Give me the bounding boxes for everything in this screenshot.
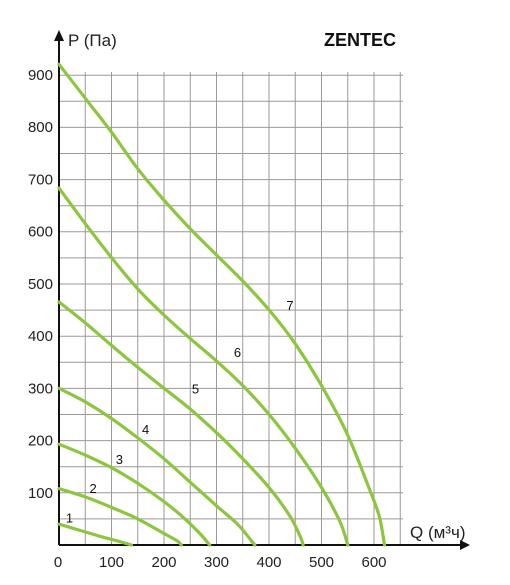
- y-axis-arrow: [54, 30, 64, 41]
- chart-curve-labels: 1 2 3 4 5 6 7: [66, 298, 294, 526]
- brand-logo: ZENTEC: [324, 30, 396, 50]
- y-axis-title: P (Па): [68, 31, 117, 50]
- curve-7: [57, 62, 387, 547]
- curve-6: [57, 186, 350, 547]
- chart-tick-labels: 0 100 200 300 400 500 600 100 200 300 400 500 600 700…: [28, 67, 387, 571]
- chart-curves: [57, 62, 387, 547]
- curve-label-2: 2: [90, 481, 97, 496]
- y-tick-label: 900: [28, 67, 53, 84]
- y-tick-label: 600: [28, 224, 53, 241]
- y-tick-label: 100: [28, 485, 53, 502]
- x-tick-label: 600: [361, 554, 386, 571]
- curve-label-1: 1: [66, 511, 73, 526]
- x-axis-arrow: [460, 540, 470, 550]
- y-tick-label: 800: [28, 119, 53, 136]
- curve-label-6: 6: [234, 345, 241, 360]
- curve-3: [57, 442, 212, 547]
- x-tick-label: 400: [256, 554, 281, 571]
- y-tick-label: 300: [28, 380, 53, 397]
- x-tick-label: 0: [54, 554, 62, 571]
- y-tick-label: 200: [28, 433, 53, 450]
- y-tick-label: 500: [28, 276, 53, 293]
- y-tick-label: 400: [28, 328, 53, 345]
- x-tick-label: 100: [99, 554, 124, 571]
- chart-grid: [59, 72, 403, 545]
- y-tick-label: 700: [28, 171, 53, 188]
- curve-2: [57, 487, 183, 547]
- x-tick-label: 300: [204, 554, 229, 571]
- curve-4: [57, 386, 257, 547]
- curve-5: [57, 300, 305, 547]
- curve-1: [57, 522, 133, 547]
- curve-label-5: 5: [192, 381, 199, 396]
- curve-label-4: 4: [142, 422, 149, 437]
- curve-label-3: 3: [116, 452, 123, 467]
- x-axis-title: Q (м³ч): [410, 523, 465, 542]
- x-tick-label: 200: [151, 554, 176, 571]
- x-tick-label: 500: [309, 554, 334, 571]
- curve-label-7: 7: [286, 298, 293, 313]
